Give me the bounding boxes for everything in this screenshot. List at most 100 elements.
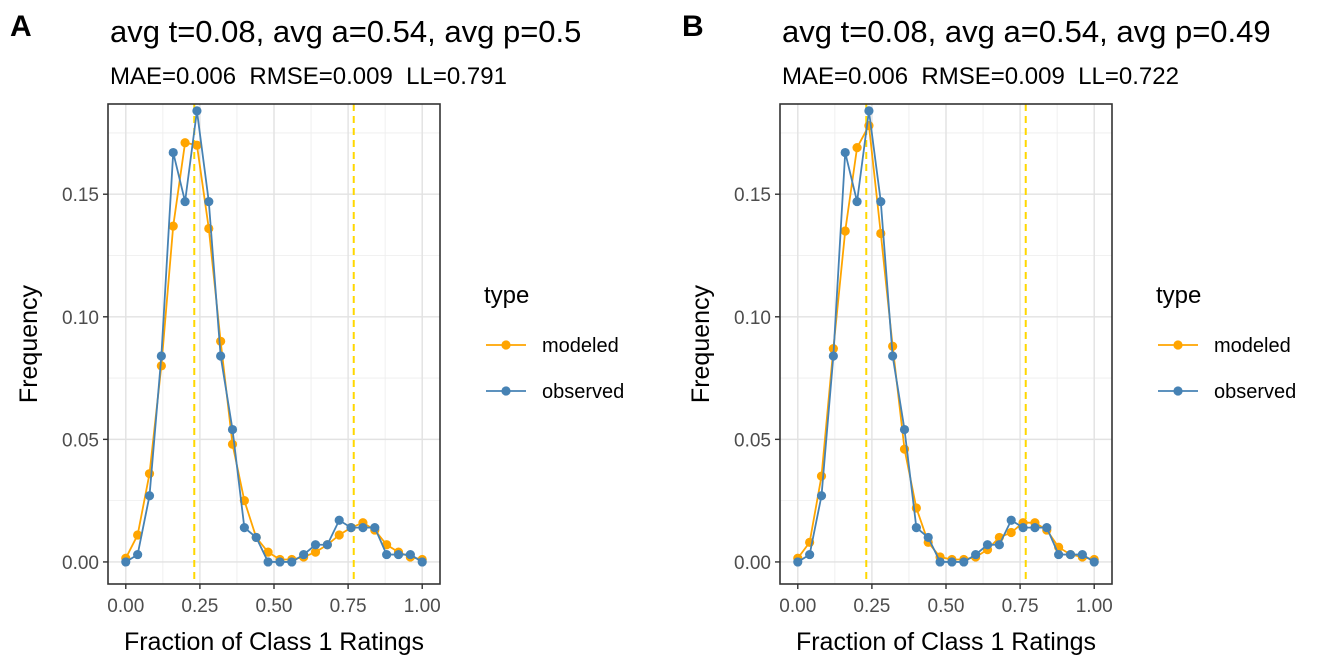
data-point-observed [805,549,815,560]
data-point-observed [971,549,981,560]
legend: type modeled observed [484,282,624,403]
data-point-observed [1077,549,1087,560]
legend-item-modeled: modeled [1158,335,1291,357]
y-tick-label: 0.00 [734,553,771,574]
data-point-observed [1054,549,1064,560]
data-point-observed [251,532,261,543]
y-tick-label: 0.10 [734,308,771,329]
data-point-observed [156,351,166,361]
data-point-observed [982,540,993,550]
data-point-modeled [852,143,862,153]
legend-key-point [501,340,511,350]
y-tick-label: 0.05 [734,430,771,451]
data-point-observed [1042,523,1052,533]
data-point-modeled [263,547,273,557]
data-point-observed [216,351,226,361]
series-observed [793,106,1099,567]
x-tick-label: 1.00 [404,596,441,617]
data-point-observed [852,196,862,207]
y-tick-label: 0.15 [62,185,99,206]
x-tick-label: 0.75 [1002,596,1039,617]
grid [780,104,1112,584]
data-point-observed [168,147,178,158]
data-point-observed [121,557,131,567]
x-tick-label: 0.00 [779,596,816,617]
legend-title: type [1156,282,1201,309]
data-point-observed [888,351,898,361]
y-tick-label: 0.00 [62,553,99,574]
data-point-modeled [168,221,178,231]
legend-title: type [484,282,529,309]
legend-item-modeled: modeled [486,335,619,357]
data-point-observed [959,557,969,567]
data-point-observed [393,549,404,560]
data-point-observed [144,491,155,501]
data-point-modeled [133,530,143,540]
x-tick-label: 0.00 [107,596,144,617]
data-point-observed [322,540,332,550]
chart-subtitle: MAE=0.006 RMSE=0.009 LL=0.791 [110,63,507,90]
data-point-observed [275,557,285,567]
x-tick-label: 0.50 [256,596,293,617]
y-axis-label: Frequency [15,284,43,403]
data-point-observed [899,424,910,435]
data-point-observed [911,523,921,533]
x-tick-label: 0.50 [928,596,965,617]
grid [108,104,440,584]
x-tick-label: 1.00 [1076,596,1113,617]
data-point-observed [1006,515,1016,525]
legend-label: modeled [1214,335,1291,357]
y-axis-label: Frequency [687,284,715,403]
x-axis-label: Fraction of Class 1 Ratings [124,628,424,656]
legend-key-point [1173,340,1183,350]
data-point-modeled [192,140,202,150]
data-point-observed [1030,523,1040,533]
data-point-observed [828,351,838,361]
data-point-observed [935,557,945,567]
legend-item-observed: observed [486,381,624,403]
data-point-observed [382,549,392,560]
data-point-modeled [180,138,190,148]
legend-item-observed: observed [1158,381,1296,403]
data-point-observed [370,523,380,533]
data-point-observed [192,106,202,116]
chart-title: avg t=0.08, avg a=0.54, avg p=0.49 [782,14,1271,49]
legend-key-point [1173,386,1183,396]
series-observed [121,106,427,567]
y-tick-label: 0.05 [62,430,99,451]
data-point-observed [263,557,273,567]
data-point-observed [994,540,1004,550]
data-point-observed [227,424,238,435]
data-point-modeled [144,469,155,479]
data-point-observed [287,557,297,567]
x-tick-label: 0.25 [181,596,218,617]
data-point-observed [346,523,356,533]
data-point-observed [840,147,850,158]
chart-subtitle: MAE=0.006 RMSE=0.009 LL=0.722 [782,63,1179,90]
legend-label: modeled [542,335,619,357]
data-point-observed [1018,523,1028,533]
data-point-observed [334,515,344,525]
data-point-modeled [310,547,321,557]
data-point-modeled [227,439,238,449]
data-point-modeled [382,540,392,550]
data-point-modeled [816,471,827,481]
data-point-observed [947,557,957,567]
data-point-observed [239,523,249,533]
data-point-observed [133,549,143,560]
data-point-observed [793,557,803,567]
legend: type modeled observed [1156,282,1296,403]
data-point-modeled [840,226,850,236]
panel-label: A [10,10,32,43]
data-point-modeled [1006,527,1016,538]
data-point-observed [876,196,886,207]
data-point-observed [816,491,827,501]
data-point-observed [923,532,933,543]
x-tick-label: 0.25 [853,596,890,617]
data-point-observed [310,540,321,550]
data-point-observed [864,106,874,116]
y-tick-label: 0.15 [734,185,771,206]
